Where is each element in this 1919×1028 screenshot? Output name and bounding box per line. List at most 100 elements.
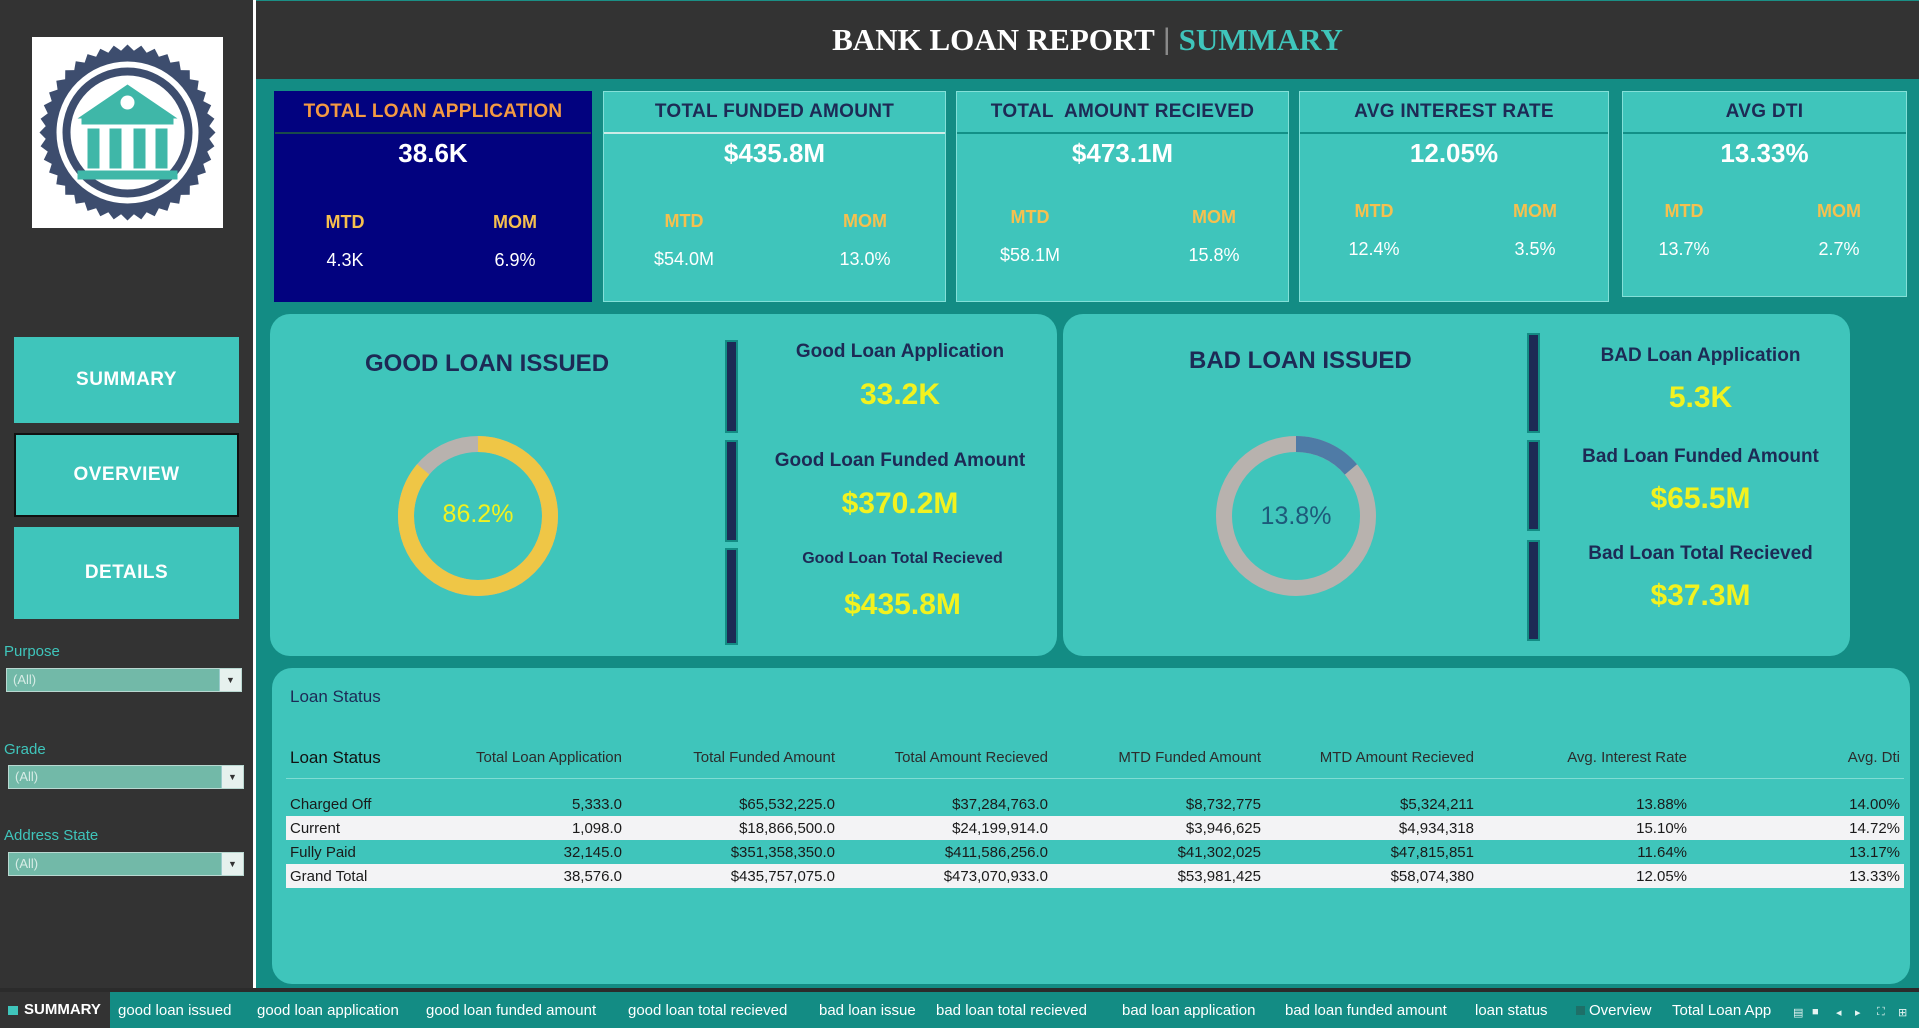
bad-loan-application-value: 5.3K <box>1668 381 1733 414</box>
tab-label: Overview <box>1589 1002 1652 1019</box>
table-cell: 5,333.0 <box>571 795 622 813</box>
kpi-mtd-value: $54.0M <box>653 249 715 269</box>
column-header[interactable]: MTD Amount Recieved <box>1319 749 1474 767</box>
kpi-mom-value: 13.0% <box>839 249 891 269</box>
grade-filter-label: Grade <box>4 741 46 758</box>
good-loan-donut-segment[interactable] <box>398 436 558 596</box>
bad-loan-total-received-label: Bad Loan Total Recieved <box>1588 543 1813 564</box>
table-row[interactable]: Current 1,098.0 $18,866,500.0 $24,199,91… <box>286 816 1904 840</box>
chevron-down-icon[interactable]: ▼ <box>221 853 243 875</box>
nav-details-button[interactable]: DETAILS <box>14 527 239 619</box>
bank-building-seal-icon <box>39 44 216 221</box>
table-cell: Grand Total <box>286 864 416 888</box>
kpi-mom-value: 2.7% <box>1818 239 1860 259</box>
tab-good-loan-issued[interactable]: good loan issued <box>118 1002 232 1019</box>
kpi-mom-label: MOM <box>1192 207 1236 227</box>
tab-bad-loan-funded-amount[interactable]: bad loan funded amount <box>1285 1002 1447 1019</box>
loan-status-table: Loan Status Total Loan Application Total… <box>286 738 1904 888</box>
good-loan-title: GOOD LOAN ISSUED <box>365 350 610 377</box>
kpi-value: $435.8M <box>723 138 826 168</box>
present-icon[interactable]: ⊞ <box>1898 1007 1908 1019</box>
table-row[interactable]: Fully Paid 32,145.0 $351,358,350.0 $411,… <box>286 840 1904 864</box>
bad-loan-funded-amount-label: Bad Loan Funded Amount <box>1582 446 1819 467</box>
kpi-title: TOTAL FUNDED AMOUNT <box>604 92 945 134</box>
dashboard-icon <box>1576 1006 1585 1015</box>
table-cell: Charged Off <box>290 795 372 813</box>
column-header[interactable]: Total Loan Application <box>476 749 622 767</box>
tab-good-loan-funded-amount[interactable]: good loan funded amount <box>426 1002 597 1019</box>
bad-loan-funded-amount-value: $65.5M <box>1650 482 1751 515</box>
divider-bar <box>725 548 738 645</box>
bad-loan-donut-chart[interactable] <box>1214 434 1378 598</box>
tab-bad-loan-application[interactable]: bad loan application <box>1122 1002 1256 1019</box>
kpi-title: AVG DTI <box>1623 92 1906 134</box>
kpi-value: 13.33% <box>1720 138 1809 168</box>
tab-good-loan-total-recieved[interactable]: good loan total recieved <box>628 1002 788 1019</box>
tab-bad-loan-issue[interactable]: bad loan issue <box>819 1002 916 1019</box>
column-header[interactable]: Avg. Interest Rate <box>1567 749 1687 767</box>
kpi-mtd-value: 12.4% <box>1348 239 1400 259</box>
show-tabs-icon[interactable]: ▤ <box>1793 1007 1804 1019</box>
good-loan-percent: 86.2% <box>442 500 514 528</box>
kpi-total-loan-application[interactable]: TOTAL LOAN APPLICATION 38.6K MTD 4.3K MO… <box>274 91 592 302</box>
kpi-avg-dti[interactable]: AVG DTI 13.33% MTD 13.7% MOM 2.7% <box>1622 91 1907 297</box>
good-loan-application-label: Good Loan Application <box>795 341 1005 362</box>
kpi-title: TOTAL LOAN APPLICATION <box>275 92 591 134</box>
table-cell: 32,145.0 <box>563 843 622 861</box>
filmstrip-icon[interactable]: ■ <box>1812 1006 1819 1018</box>
good-loan-funded-amount-value: $370.2M <box>841 487 959 520</box>
table-row[interactable]: Charged Off 5,333.0 $65,532,225.0 $37,28… <box>286 792 1904 816</box>
previous-tab-icon[interactable]: ◂ <box>1836 1007 1842 1019</box>
kpi-mtd-label: MTD <box>1354 201 1394 221</box>
report-header: BANK LOAN REPORT | SUMMARY <box>256 0 1919 79</box>
kpi-avg-interest-rate[interactable]: AVG INTEREST RATE 12.05% MTD 12.4% MOM 3… <box>1299 91 1609 302</box>
kpi-total-funded-amount[interactable]: TOTAL FUNDED AMOUNT $435.8M MTD $54.0M M… <box>603 91 946 302</box>
table-cell: 13.33% <box>1691 864 1904 888</box>
table-cell: Fully Paid <box>290 843 356 861</box>
kpi-mtd-value: 4.3K <box>326 250 364 270</box>
column-header[interactable]: Total Funded Amount <box>693 749 835 767</box>
grade-filter-select[interactable]: (All) ▼ <box>8 765 244 789</box>
column-header[interactable]: MTD Funded Amount <box>1118 749 1261 767</box>
good-loan-funded-amount-label: Good Loan Funded Amount <box>774 450 1026 471</box>
address-state-filter-select[interactable]: (All) ▼ <box>8 852 244 876</box>
table-row-grand-total[interactable]: Grand Total 38,576.0 $435,757,075.0 $473… <box>286 864 1904 888</box>
table-cell: 12.05% <box>1478 864 1691 888</box>
good-loan-total-received-label: Good Loan Total Recieved <box>802 550 1003 567</box>
table-cell: $41,302,025 <box>1177 843 1261 861</box>
column-header[interactable]: Avg. Dti <box>1847 749 1900 767</box>
good-loan-application-value: 33.2K <box>859 378 941 411</box>
chevron-down-icon[interactable]: ▼ <box>221 766 243 788</box>
bad-loan-panel: BAD LOAN ISSUED 13.8% BAD Loan Applicati… <box>1063 314 1850 656</box>
tab-bad-loan-total-recieved[interactable]: bad loan total recieved <box>936 1002 1087 1019</box>
report-subtitle: SUMMARY <box>1178 22 1343 57</box>
nav-summary-button[interactable]: SUMMARY <box>14 337 239 423</box>
kpi-total-amount-received[interactable]: TOTAL AMOUNT RECIEVED $473.1M MTD $58.1M… <box>956 91 1289 302</box>
column-header[interactable]: Loan Status <box>290 747 381 767</box>
chevron-down-icon[interactable]: ▼ <box>219 669 241 691</box>
grade-filter-value: (All) <box>15 769 39 784</box>
tab-loan-status[interactable]: loan status <box>1475 1002 1548 1019</box>
good-loan-total-received-value: $435.8M <box>844 588 961 621</box>
nav-overview-button[interactable]: OVERVIEW <box>14 433 239 517</box>
kpi-mom-label: MOM <box>1513 201 1557 221</box>
table-cell: Current <box>286 816 416 840</box>
kpi-mom-value: 15.8% <box>1188 245 1240 265</box>
table-cell: $473,070,933.0 <box>839 864 1052 888</box>
good-loan-donut-chart[interactable] <box>396 434 560 598</box>
address-state-filter-label: Address State <box>4 827 99 844</box>
kpi-mom-value: 3.5% <box>1514 239 1556 259</box>
purpose-filter-select[interactable]: (All) ▼ <box>6 668 242 692</box>
fullscreen-icon[interactable]: ⛶ <box>1877 1006 1885 1018</box>
divider-bar <box>1527 333 1540 433</box>
table-cell: $47,815,851 <box>1390 843 1474 861</box>
next-tab-icon[interactable]: ▸ <box>1855 1007 1861 1019</box>
tab-total-loan-app[interactable]: Total Loan App <box>1672 1002 1772 1019</box>
tab-overview[interactable]: Overview <box>1576 1002 1652 1019</box>
kpi-value: 38.6K <box>398 138 468 168</box>
column-header[interactable]: Total Amount Recieved <box>894 749 1048 767</box>
tab-summary[interactable]: SUMMARY <box>0 992 110 1028</box>
bad-loan-donut-segment[interactable] <box>1216 436 1376 596</box>
bad-loan-title: BAD LOAN ISSUED <box>1189 347 1412 374</box>
tab-good-loan-application[interactable]: good loan application <box>257 1002 399 1019</box>
